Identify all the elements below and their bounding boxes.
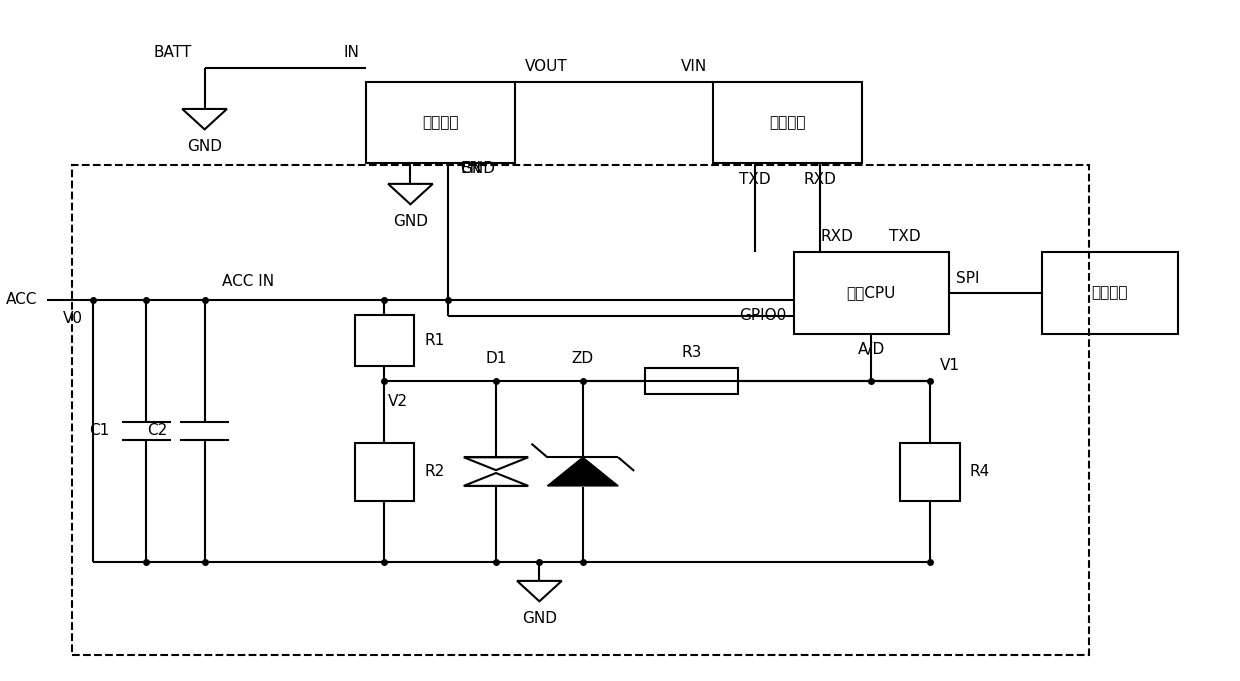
Bar (900, 443, 960, 501)
Text: BATT: BATT (154, 45, 192, 60)
Text: ACC IN: ACC IN (222, 274, 274, 289)
Text: V0: V0 (63, 311, 83, 326)
Text: EN: EN (460, 161, 481, 176)
Bar (645, 368, 738, 394)
Bar (1042, 252, 1178, 334)
Text: VOUT: VOUT (525, 59, 567, 74)
Text: D1: D1 (485, 351, 507, 366)
Text: 电源模块: 电源模块 (422, 115, 459, 130)
Text: TXD: TXD (889, 229, 921, 244)
Polygon shape (547, 458, 619, 486)
Text: R2: R2 (424, 464, 444, 479)
Text: R1: R1 (424, 333, 444, 348)
Bar (72, 165, 1089, 655)
Text: ZD: ZD (572, 351, 594, 366)
Bar (355, 315, 414, 366)
Text: VIN: VIN (681, 59, 707, 74)
Text: 车载设备: 车载设备 (769, 115, 806, 130)
Text: 报警模块: 报警模块 (1091, 285, 1128, 300)
Text: R3: R3 (681, 345, 702, 360)
Text: IN: IN (343, 45, 360, 60)
Text: R4: R4 (970, 464, 990, 479)
Text: TXD: TXD (739, 172, 770, 187)
Bar (355, 443, 414, 501)
Text: V2: V2 (388, 394, 408, 409)
Text: ACC: ACC (6, 292, 37, 307)
Text: GND: GND (393, 214, 428, 229)
Text: C1: C1 (89, 423, 109, 439)
Bar (794, 252, 949, 334)
Text: GND: GND (522, 611, 557, 626)
Text: 辅助CPU: 辅助CPU (847, 285, 895, 300)
Text: C2: C2 (148, 423, 167, 439)
Text: GPIO0: GPIO0 (739, 308, 786, 323)
Bar (713, 82, 862, 163)
Text: RXD: RXD (804, 172, 837, 187)
Text: SPI: SPI (956, 271, 980, 286)
Text: GND: GND (187, 139, 222, 154)
Text: RXD: RXD (821, 229, 853, 244)
Bar (366, 82, 515, 163)
Text: V1: V1 (940, 358, 960, 373)
Text: GND: GND (460, 161, 495, 176)
Text: A/D: A/D (858, 342, 884, 357)
